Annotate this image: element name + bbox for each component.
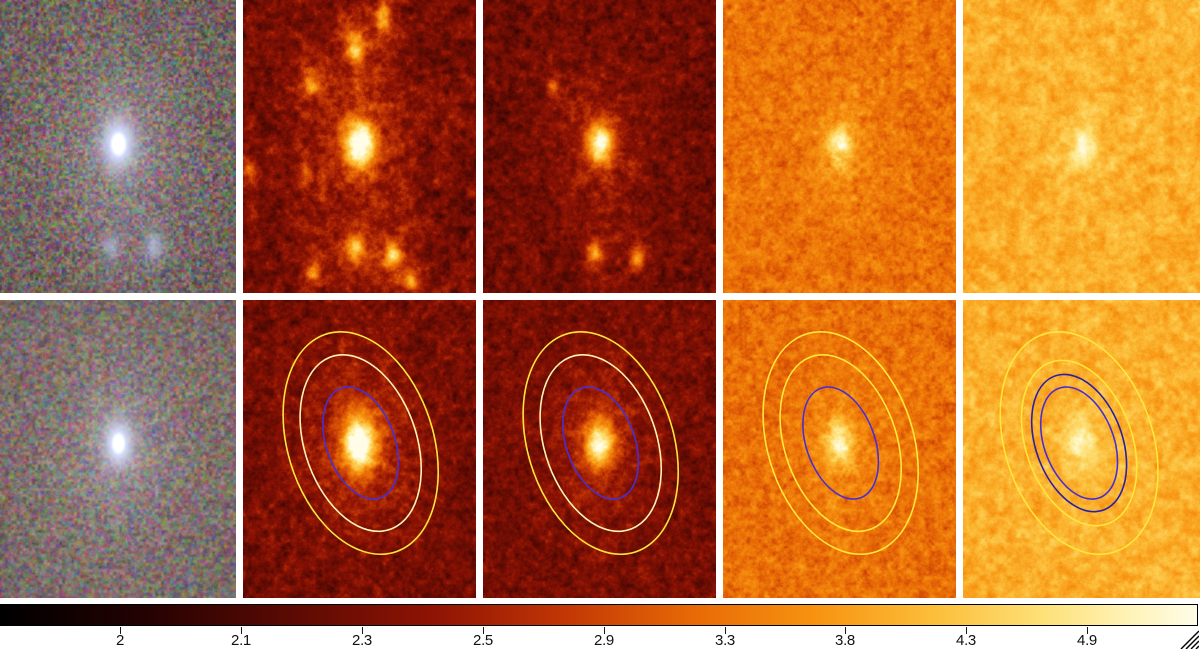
colorbar-tick-3	[483, 627, 484, 634]
band-image-top-3-canvas	[483, 0, 716, 293]
band-image-bottom-5-canvas	[963, 300, 1200, 598]
band-image-top-2-canvas	[243, 0, 476, 293]
colorbar-tick-label-6: 3.8	[835, 632, 855, 649]
colorbar-tick-5	[725, 627, 726, 634]
panel-grid	[0, 0, 1200, 598]
band-image-top-4-canvas	[723, 0, 956, 293]
rgb-composite-top[interactable]	[0, 0, 236, 293]
colorbar-tick-6	[845, 627, 846, 634]
band-image-bottom-4-canvas	[723, 300, 956, 598]
colorbar-tick-1	[241, 627, 242, 634]
colorbar-tick-8	[1087, 627, 1088, 634]
band-image-top-4[interactable]	[723, 0, 956, 293]
colorbar-tick-0	[120, 627, 121, 634]
colorbar-tick-label-0: 2	[115, 632, 125, 649]
colorbar-tick-label-8: 4.9	[1077, 632, 1097, 649]
band-image-bottom-4[interactable]	[723, 300, 956, 598]
colorbar-tick-7	[966, 627, 967, 634]
band-image-bottom-2-canvas	[243, 300, 476, 598]
rgb-composite-bottom-canvas	[0, 300, 236, 598]
colorbar-region: 2 2.1 2.3 2.5 2.9 3.3 3.8 4.3 4.9	[0, 602, 1200, 649]
colorbar-tick-label-4: 2.9	[594, 632, 614, 649]
rgb-composite-bottom[interactable]	[0, 300, 236, 598]
colorbar-tick-4	[604, 627, 605, 634]
band-image-bottom-3[interactable]	[483, 300, 716, 598]
intensity-colorbar[interactable]	[0, 604, 1198, 626]
band-image-top-2[interactable]	[243, 0, 476, 293]
colorbar-gradient	[1, 605, 1197, 625]
colorbar-tick-label-1: 2.1	[231, 632, 251, 649]
rgb-composite-top-canvas	[0, 0, 236, 293]
colorbar-tick-2	[362, 627, 363, 634]
hatched-corner-marker	[1180, 630, 1199, 649]
band-image-bottom-5[interactable]	[963, 300, 1200, 598]
band-image-top-5[interactable]	[963, 0, 1200, 293]
colorbar-tick-label-7: 4.3	[956, 632, 976, 649]
band-image-bottom-2[interactable]	[243, 300, 476, 598]
band-image-top-3[interactable]	[483, 0, 716, 293]
band-image-top-5-canvas	[963, 0, 1200, 293]
colorbar-tick-label-5: 3.3	[715, 632, 735, 649]
colorbar-tick-label-3: 2.5	[473, 632, 493, 649]
colorbar-tick-label-2: 2.3	[352, 632, 372, 649]
band-image-bottom-3-canvas	[483, 300, 716, 598]
